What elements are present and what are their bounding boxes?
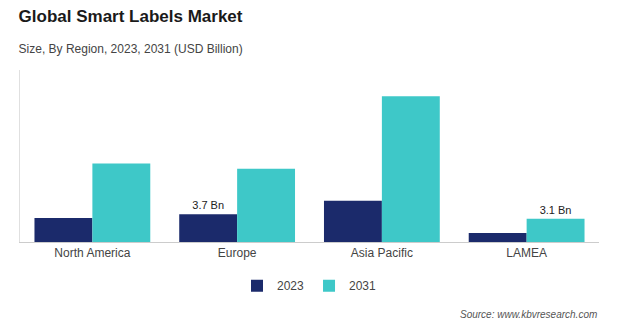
svg-text:Asia Pacific: Asia Pacific bbox=[351, 246, 413, 260]
svg-text:North America: North America bbox=[54, 246, 130, 260]
svg-text:3.1 Bn: 3.1 Bn bbox=[540, 204, 572, 216]
svg-text:3.7 Bn: 3.7 Bn bbox=[192, 199, 224, 211]
svg-text:LAMEA: LAMEA bbox=[506, 246, 547, 260]
svg-text:Europe: Europe bbox=[218, 246, 257, 260]
svg-text:Size, By Region, 2023, 2031 (U: Size, By Region, 2023, 2031 (USD Billion… bbox=[19, 42, 243, 56]
svg-text:2031: 2031 bbox=[349, 279, 376, 293]
svg-text:2023: 2023 bbox=[277, 279, 304, 293]
svg-text:Source: www.kbvresearch.com: Source: www.kbvresearch.com bbox=[460, 309, 597, 320]
svg-text:Global Smart Labels Market: Global Smart Labels Market bbox=[19, 7, 243, 26]
